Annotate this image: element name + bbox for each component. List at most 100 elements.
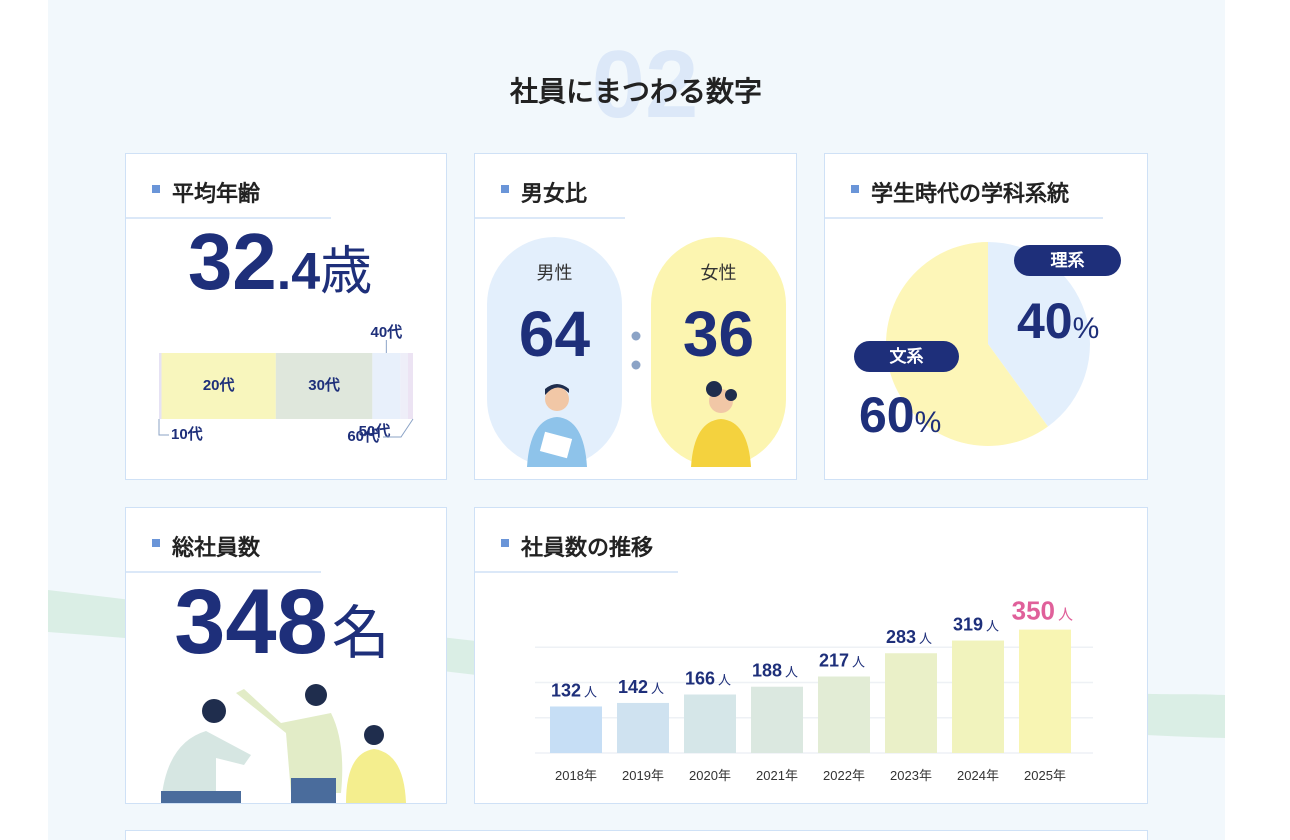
pie-label-pill: 理系 xyxy=(1014,245,1121,276)
value-unit: 人 xyxy=(584,684,597,699)
card-header: 男女比 xyxy=(475,176,625,219)
card-total: 総社員数 348 名 xyxy=(125,507,447,804)
age-unit: 歳 xyxy=(320,243,373,301)
x-tick-label: 2021年 xyxy=(756,768,798,783)
card-academic: 学生時代の学科系統 理系 40 % 文系 60 % xyxy=(824,153,1148,480)
bullet xyxy=(152,185,160,193)
value-label: 319 xyxy=(953,615,983,635)
value-unit: 人 xyxy=(1058,607,1073,624)
pie-chart xyxy=(886,241,1090,446)
heading: 総社員数 xyxy=(172,535,261,560)
pie-label-pill: 文系 xyxy=(854,341,959,372)
age-label: 40代 xyxy=(370,324,402,341)
male-panel: 男性 64 xyxy=(487,237,622,467)
section-number: 02 xyxy=(591,31,699,138)
heading: 社員数の推移 xyxy=(521,535,654,560)
total-number: 348 xyxy=(174,571,328,673)
value-unit: 人 xyxy=(986,619,999,634)
value-unit: 人 xyxy=(785,665,798,680)
x-tick-label: 2022年 xyxy=(823,768,865,783)
value-label: 350 xyxy=(1012,596,1055,626)
age-segment xyxy=(407,353,413,419)
card-header: 学生時代の学科系統 xyxy=(825,176,1103,219)
value-unit: 人 xyxy=(919,631,932,646)
value-label: 217 xyxy=(819,651,849,671)
card-trend: 社員数の推移 132 人 2018年 142 人 2019年 166 人 2020年 188 人 20… xyxy=(474,507,1148,804)
bullet xyxy=(152,539,160,547)
bar xyxy=(818,676,870,753)
value-label: 166 xyxy=(685,668,715,688)
age-segment xyxy=(159,353,162,419)
age-decimal: .4 xyxy=(276,243,321,301)
value-unit: 人 xyxy=(852,655,865,670)
section-title: 社員にまつわる数字 xyxy=(509,76,762,107)
card-header: 総社員数 xyxy=(126,530,321,573)
card-header: 平均年齢 xyxy=(126,176,331,219)
pie-value-number: 40 xyxy=(1017,293,1073,349)
bar xyxy=(885,653,937,753)
value-unit: 人 xyxy=(651,681,664,696)
pie-value: 60 % xyxy=(859,386,941,444)
age-label: 20代 xyxy=(203,376,235,394)
card-header: 社員数の推移 xyxy=(475,530,678,573)
value-label: 188 xyxy=(752,661,782,681)
x-tick-label: 2025年 xyxy=(1024,768,1066,783)
male-value: 64 xyxy=(518,298,591,370)
female-panel: 女性 36 xyxy=(651,237,786,467)
pie-slice xyxy=(886,241,1048,446)
x-tick-label: 2020年 xyxy=(689,768,731,783)
bar xyxy=(751,686,803,753)
age-label: 60代 xyxy=(347,427,379,445)
heading: 平均年齢 xyxy=(172,181,261,206)
age-segment xyxy=(275,353,373,419)
x-tick-label: 2019年 xyxy=(622,768,664,783)
bullet xyxy=(501,539,509,547)
age-integer: 32 xyxy=(187,217,277,306)
x-tick-label: 2024年 xyxy=(957,768,999,783)
team-illustration xyxy=(161,684,406,803)
value-label: 142 xyxy=(618,677,648,697)
bar xyxy=(617,702,669,753)
x-tick-label: 2023年 xyxy=(890,768,932,783)
total-unit: 名 xyxy=(331,601,390,666)
card-next xyxy=(125,830,1148,840)
age-label: 50代 xyxy=(359,422,391,440)
age-segment xyxy=(400,353,408,419)
total-value: 348 名 xyxy=(126,570,446,675)
card-average-age: 平均年齢 32 .4 歳 20代 30代 10代 40代 50代 60代 xyxy=(125,153,447,480)
leader xyxy=(383,418,414,438)
value-label: 132 xyxy=(551,680,581,700)
age-label: 30代 xyxy=(308,376,340,394)
female-illustration xyxy=(691,381,751,467)
leader xyxy=(158,419,169,436)
ratio-colon xyxy=(631,331,641,370)
male-illustration xyxy=(527,384,587,467)
x-tick-label: 2018年 xyxy=(555,768,597,783)
bullet xyxy=(501,185,509,193)
pie-value-number: 60 xyxy=(859,387,915,443)
pie-value-unit: % xyxy=(1072,312,1100,345)
female-value: 36 xyxy=(682,298,755,370)
age-value: 32 .4 歳 xyxy=(126,216,446,308)
heading: 男女比 xyxy=(521,181,588,206)
heading: 学生時代の学科系統 xyxy=(871,181,1070,206)
pie-value: 40 % xyxy=(1017,292,1099,350)
male-label: 男性 xyxy=(536,263,573,283)
value-unit: 人 xyxy=(718,672,731,687)
bar xyxy=(550,706,602,753)
bullet xyxy=(851,185,859,193)
bar xyxy=(952,640,1004,753)
bar xyxy=(1019,629,1071,753)
value-label: 283 xyxy=(886,627,916,647)
age-segment xyxy=(372,353,401,419)
pie-slice xyxy=(988,242,1090,427)
card-gender-ratio: 男女比 男性 64 女性 36 xyxy=(474,153,797,480)
female-label: 女性 xyxy=(700,263,737,283)
age-label: 10代 xyxy=(171,425,203,443)
age-segment xyxy=(161,353,276,419)
bar xyxy=(684,694,736,753)
pie-value-unit: % xyxy=(914,406,942,439)
